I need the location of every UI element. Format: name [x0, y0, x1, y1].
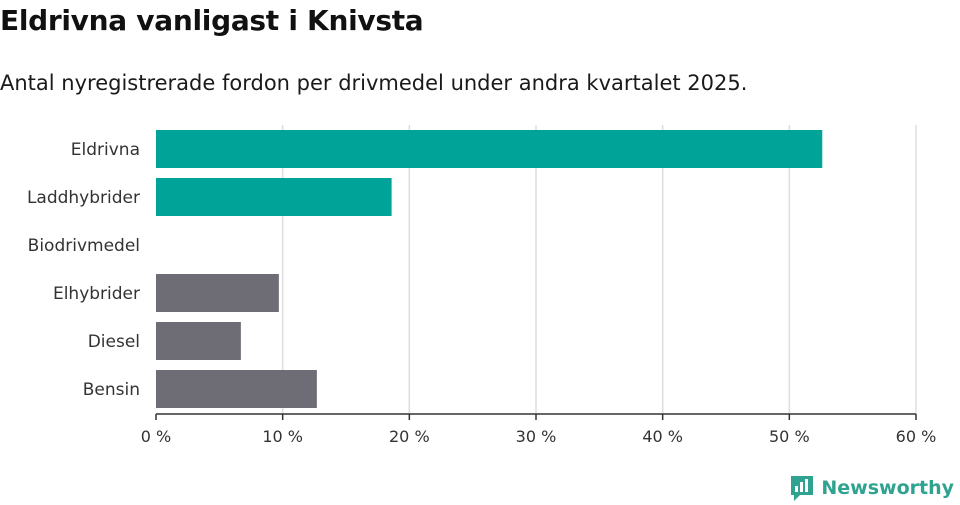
x-tick-label: 20 % — [389, 427, 430, 446]
x-tick-label: 0 % — [141, 427, 171, 446]
category-label: Biodrivmedel — [28, 236, 140, 256]
bar-elhybrider — [156, 274, 279, 312]
category-label: Bensin — [83, 380, 140, 400]
chart-title: Eldrivna vanligast i Knivsta — [0, 4, 424, 37]
category-label: Diesel — [88, 332, 140, 352]
chart-subtitle: Antal nyregistrerade fordon per drivmede… — [0, 71, 748, 95]
newsworthy-brand: Newsworthy — [789, 474, 954, 502]
bar-bensin — [156, 370, 317, 408]
newsworthy-logo-icon — [791, 476, 814, 501]
x-tick-label: 30 % — [516, 427, 557, 446]
x-tick-label: 40 % — [642, 427, 683, 446]
bar-laddhybrider — [156, 178, 392, 216]
category-label: Eldrivna — [71, 140, 140, 160]
bar-eldrivna — [156, 130, 823, 168]
grid-lines — [281, 125, 917, 414]
bar-diesel — [156, 322, 241, 360]
category-label: Laddhybrider — [27, 188, 140, 208]
category-labels: Eldrivna Laddhybrider Biodrivmedel Elhybrid… — [27, 140, 140, 400]
x-tick-label: 60 % — [896, 427, 937, 446]
x-tick-label: 50 % — [769, 427, 810, 446]
bar-chart: Eldrivna Laddhybrider Biodrivmedel Elhybrid… — [27, 125, 937, 446]
category-label: Elhybrider — [53, 284, 140, 304]
x-tick-label: 10 % — [262, 427, 303, 446]
bars — [156, 130, 823, 408]
brand-name: Newsworthy — [821, 477, 954, 499]
x-axis: 0 % 10 % 20 % 30 % 40 % 50 % 60 % — [141, 413, 937, 446]
